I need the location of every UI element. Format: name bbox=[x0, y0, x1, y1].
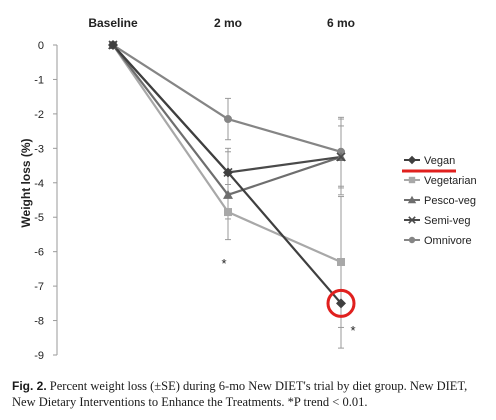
y-tick-label: -4 bbox=[34, 178, 44, 190]
square-marker bbox=[224, 208, 232, 217]
y-tick-label: -3 bbox=[34, 143, 44, 155]
caption-text: Percent weight loss (±SE) during 6-mo Ne… bbox=[12, 379, 468, 409]
y-tick-label: -9 bbox=[34, 350, 44, 362]
triangle-marker bbox=[223, 189, 233, 199]
weight-loss-line-chart: 0-1-2-3-4-5-6-7-8-9 Baseline 2 mo 6 mo ** … bbox=[19, 16, 477, 362]
legend: Vegan Vegetarian Pesco-veg Semi-veg Omnivore bbox=[402, 155, 477, 247]
annotations: ** bbox=[221, 256, 355, 338]
significance-marker: * bbox=[221, 256, 226, 271]
x-marker bbox=[336, 152, 346, 162]
category-labels: Baseline 2 mo 6 mo bbox=[88, 16, 355, 30]
x-marker bbox=[408, 216, 416, 224]
x-marker-stroke bbox=[336, 152, 346, 162]
diamond-marker bbox=[407, 155, 417, 165]
axis-ticks: 0 -1 -2 -3 -4 -5 -6 -7 -8 -9 bbox=[34, 40, 57, 362]
triangle-marker bbox=[407, 195, 417, 204]
legend-label: Omnivore bbox=[424, 235, 472, 247]
category-label: Baseline bbox=[88, 16, 138, 30]
square-marker bbox=[408, 176, 416, 184]
x-marker-stroke bbox=[408, 216, 416, 224]
y-tick-label: -7 bbox=[34, 281, 44, 293]
diamond-marker bbox=[108, 40, 118, 50]
series-markers bbox=[108, 40, 346, 309]
legend-label: Vegetarian bbox=[424, 175, 477, 187]
diamond-marker bbox=[223, 167, 233, 178]
circle-marker bbox=[224, 115, 232, 124]
y-tick-label: -8 bbox=[34, 316, 44, 328]
legend-label: Pesco-veg bbox=[424, 195, 476, 207]
legend-label: Semi-veg bbox=[424, 215, 470, 227]
y-tick-label: -6 bbox=[34, 247, 44, 259]
circle-marker bbox=[337, 147, 345, 156]
legend-label: Vegan bbox=[424, 155, 455, 167]
category-label: 6 mo bbox=[327, 16, 355, 30]
significance-marker: * bbox=[350, 323, 355, 338]
y-tick-label: 0 bbox=[38, 40, 44, 52]
highlight-circle bbox=[326, 288, 356, 318]
category-label: 2 mo bbox=[214, 16, 242, 30]
series-line-vegetarian bbox=[112, 44, 342, 264]
diamond-marker bbox=[336, 298, 346, 309]
circle-marker bbox=[408, 236, 416, 244]
series-line-semi-veg bbox=[112, 44, 342, 174]
y-tick-label: -1 bbox=[34, 74, 44, 86]
y-axis-label: Weight loss (%) bbox=[19, 138, 33, 227]
figure-caption: Fig. 2. Percent weight loss (±SE) during… bbox=[12, 378, 488, 410]
y-tick-label: -2 bbox=[34, 109, 44, 121]
square-marker bbox=[337, 258, 345, 266]
y-tick-label: -5 bbox=[34, 212, 44, 224]
figure-label: Fig. 2. bbox=[12, 379, 47, 393]
